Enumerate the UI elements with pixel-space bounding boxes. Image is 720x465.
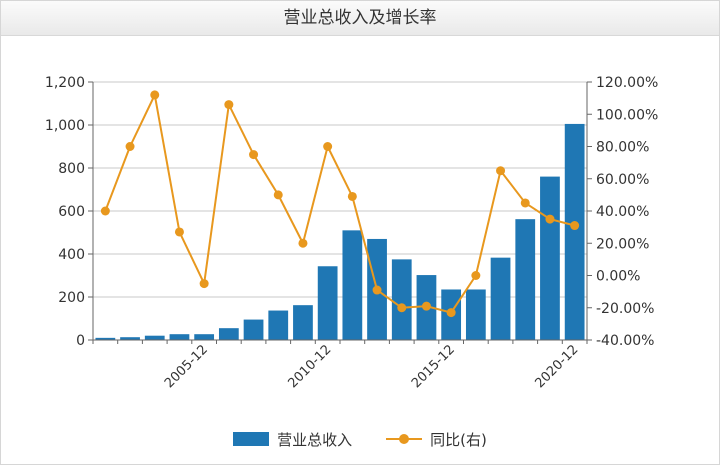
growth-point-2002-12[interactable] — [125, 142, 135, 151]
right-tick-label-8: 120.00% — [596, 75, 658, 91]
right-tick-label-1: -20.00% — [596, 301, 654, 317]
growth-point-2008-12[interactable] — [273, 190, 283, 200]
growth-point-2014-12[interactable] — [421, 301, 431, 311]
bar-2001-12[interactable] — [95, 337, 116, 340]
x-tick-label-3: 2020-12 — [532, 342, 581, 391]
growth-point-2020-12[interactable] — [570, 221, 580, 231]
growth-point-2015-12[interactable] — [446, 308, 456, 318]
right-tick-label-0: -40.00% — [596, 333, 654, 349]
legend: 营业总收入 同比(右) — [1, 425, 719, 453]
left-axis-ticks: 0 200 400 600 800 1,000 1,200 — [45, 75, 93, 349]
right-tick-label-3: 20.00% — [596, 236, 649, 252]
growth-point-2010-12[interactable] — [323, 142, 333, 151]
left-tick-label-2: 400 — [58, 247, 85, 263]
left-tick-label-5: 1,000 — [45, 118, 85, 134]
bar-2008-12[interactable] — [268, 310, 289, 340]
gridlines — [93, 81, 587, 341]
legend-line-swatch — [386, 432, 423, 446]
growth-point-2007-12[interactable] — [249, 150, 259, 160]
bar-2018-12[interactable] — [515, 219, 536, 340]
bar-series — [95, 123, 585, 340]
legend-item-revenue[interactable]: 营业总收入 — [233, 429, 352, 450]
right-tick-label-4: 40.00% — [596, 204, 649, 220]
bar-2005-12[interactable] — [194, 334, 215, 340]
bar-2009-12[interactable] — [293, 305, 313, 340]
left-tick-label-0: 0 — [76, 333, 85, 349]
bar-2004-12[interactable] — [169, 334, 190, 340]
bar-2007-12[interactable] — [243, 319, 264, 340]
growth-point-2009-12[interactable] — [298, 238, 308, 248]
growth-point-2017-12[interactable] — [496, 166, 506, 176]
bar-2017-12[interactable] — [490, 257, 511, 340]
growth-point-2004-12[interactable] — [174, 227, 184, 237]
left-tick-label-4: 800 — [58, 161, 85, 177]
x-tick-label-2: 2015-12 — [409, 342, 458, 391]
growth-point-2012-12[interactable] — [372, 285, 382, 295]
x-tick-label-1: 2010-12 — [285, 342, 334, 391]
left-tick-label-3: 600 — [58, 204, 85, 220]
legend-item-growth[interactable]: 同比(右) — [386, 429, 487, 450]
legend-label-revenue: 营业总收入 — [277, 430, 353, 449]
bar-2020-12[interactable] — [564, 123, 585, 340]
bar-2013-12[interactable] — [391, 259, 412, 340]
chart-canvas: 0 200 400 600 800 1,000 1,200 -40.00% -20.00% 0.… — [45, 75, 658, 391]
x-tick-label-0: 2005-12 — [162, 342, 211, 391]
bar-2016-12[interactable] — [465, 289, 486, 340]
right-tick-label-7: 100.00% — [596, 107, 658, 123]
line-series — [100, 90, 580, 318]
right-tick-label-6: 80.00% — [596, 140, 649, 156]
growth-point-2003-12[interactable] — [150, 90, 160, 100]
growth-point-2013-12[interactable] — [397, 303, 407, 313]
legend-label-growth: 同比(右) — [430, 430, 487, 449]
growth-point-2019-12[interactable] — [545, 214, 555, 224]
growth-point-2005-12[interactable] — [199, 279, 209, 289]
growth-point-2016-12[interactable] — [471, 271, 481, 280]
bar-2002-12[interactable] — [120, 337, 140, 340]
chart-title: 营业总收入及增长率 — [1, 1, 719, 36]
growth-line — [104, 91, 575, 314]
growth-point-2001-12[interactable] — [100, 206, 110, 216]
bar-2003-12[interactable] — [144, 335, 165, 340]
right-axis-ticks: -40.00% -20.00% 0.00% 20.00% 40.00% 60.00% 80.… — [587, 75, 658, 349]
bar-2010-12[interactable] — [317, 266, 338, 340]
right-tick-label-5: 60.00% — [596, 172, 649, 188]
legend-bar-swatch — [233, 432, 270, 446]
bar-2006-12[interactable] — [218, 328, 239, 340]
growth-point-2011-12[interactable] — [347, 191, 357, 201]
growth-point-2006-12[interactable] — [224, 100, 234, 110]
growth-point-2018-12[interactable] — [520, 198, 530, 208]
x-axis-ticks: 2005-12 2010-12 2015-12 2020-12 — [92, 340, 588, 391]
left-tick-label-6: 1,200 — [45, 75, 85, 91]
bar-2011-12[interactable] — [342, 230, 363, 340]
right-tick-label-2: 0.00% — [596, 269, 640, 285]
bar-2019-12[interactable] — [540, 176, 560, 340]
left-tick-label-1: 200 — [58, 290, 85, 306]
